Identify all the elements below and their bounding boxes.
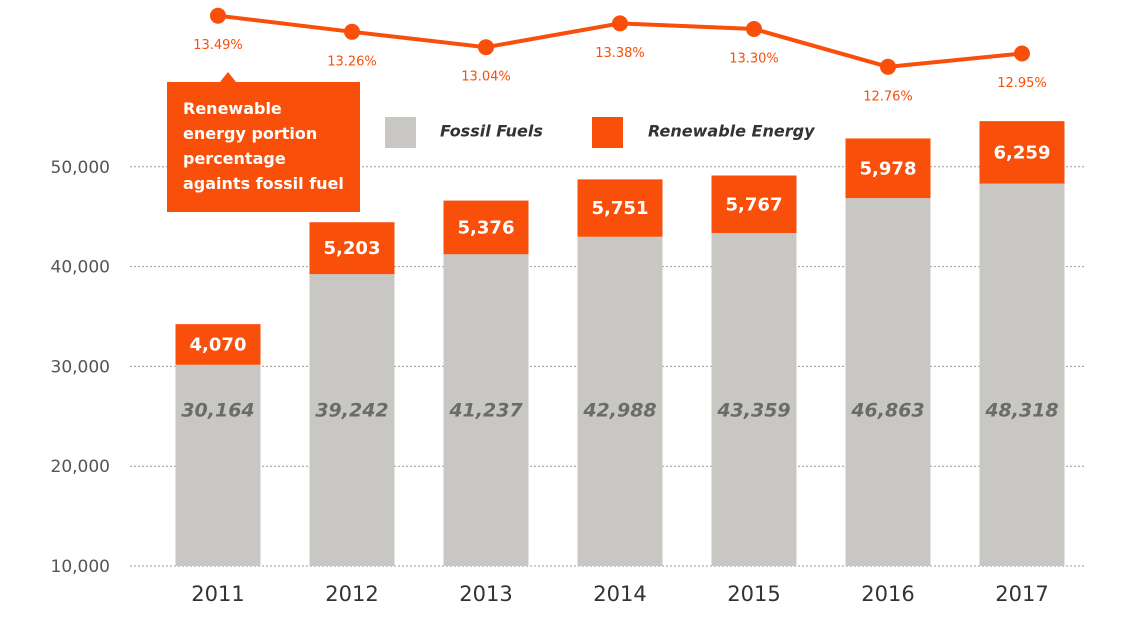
bar-segment (175, 324, 261, 365)
bar-segment (175, 364, 261, 566)
data-label: 4,070 (190, 334, 247, 355)
bar-segment (979, 183, 1065, 566)
bar-segment (845, 138, 931, 199)
annotation-pointer (220, 72, 236, 82)
x-tick-label: 2013 (459, 582, 512, 606)
data-label: 13.26% (327, 54, 377, 69)
legend-label: Fossil Fuels (440, 122, 543, 141)
line-point (612, 15, 628, 32)
legend-swatch (385, 117, 416, 148)
data-label: 30,164 (181, 400, 254, 422)
bar-segment (845, 198, 931, 567)
x-tick-label: 2011 (191, 582, 244, 606)
line-point (746, 21, 762, 37)
x-tick-label: 2012 (325, 582, 378, 606)
legend-swatch (592, 117, 623, 148)
line-point (344, 23, 360, 40)
data-label: 41,237 (448, 400, 523, 422)
line-point (210, 7, 226, 24)
annotation-line: Renewable (183, 99, 282, 118)
data-label: 13.30% (729, 52, 779, 67)
y-tick-label: 20,000 (51, 457, 110, 477)
bar-segment (711, 233, 797, 566)
line-point (880, 58, 896, 75)
x-tick-label: 2017 (995, 582, 1048, 606)
bar-segment (443, 200, 529, 255)
data-label: 13.49% (193, 38, 243, 53)
annotation: Renewable energy portion percentage agai… (167, 82, 360, 212)
data-label: 48,318 (984, 400, 1058, 422)
bar-segment (711, 175, 797, 234)
data-label: 42,988 (582, 400, 656, 422)
x-tick-label: 2015 (727, 582, 780, 606)
y-tick-label: 50,000 (51, 158, 110, 178)
line-point (478, 39, 494, 56)
data-label: 39,242 (315, 400, 388, 422)
bar-segment (979, 121, 1065, 184)
data-label: 46,863 (850, 400, 924, 422)
data-label: 13.38% (595, 46, 645, 61)
annotation-line: againts fossil fuel (183, 174, 344, 193)
data-label: 5,767 (726, 194, 783, 215)
data-label: 43,359 (716, 400, 790, 422)
data-label: 12.95% (997, 76, 1047, 91)
data-label: 5,376 (458, 217, 515, 238)
bar-segment (309, 274, 395, 566)
data-label: 6,259 (994, 142, 1051, 163)
data-label: 5,978 (860, 158, 917, 179)
y-tick-label: 10,000 (51, 557, 110, 577)
bar-segment (443, 254, 529, 566)
x-tick-label: 2016 (861, 582, 914, 606)
annotation-line: energy portion (183, 124, 318, 143)
bar-segment (309, 222, 395, 275)
data-label: 5,751 (592, 198, 649, 219)
y-tick-label: 40,000 (51, 258, 110, 278)
data-label: 12.76% (863, 89, 913, 104)
annotation-line: percentage (183, 149, 286, 168)
bar-segment (577, 179, 663, 237)
legend-label: Renewable Energy (648, 122, 815, 141)
bar-segment (577, 236, 663, 566)
line-point (1014, 45, 1030, 62)
data-label: 5,203 (324, 238, 381, 259)
y-tick-label: 30,000 (51, 357, 110, 377)
data-label: 13.04% (461, 70, 511, 85)
x-tick-label: 2014 (593, 582, 646, 606)
